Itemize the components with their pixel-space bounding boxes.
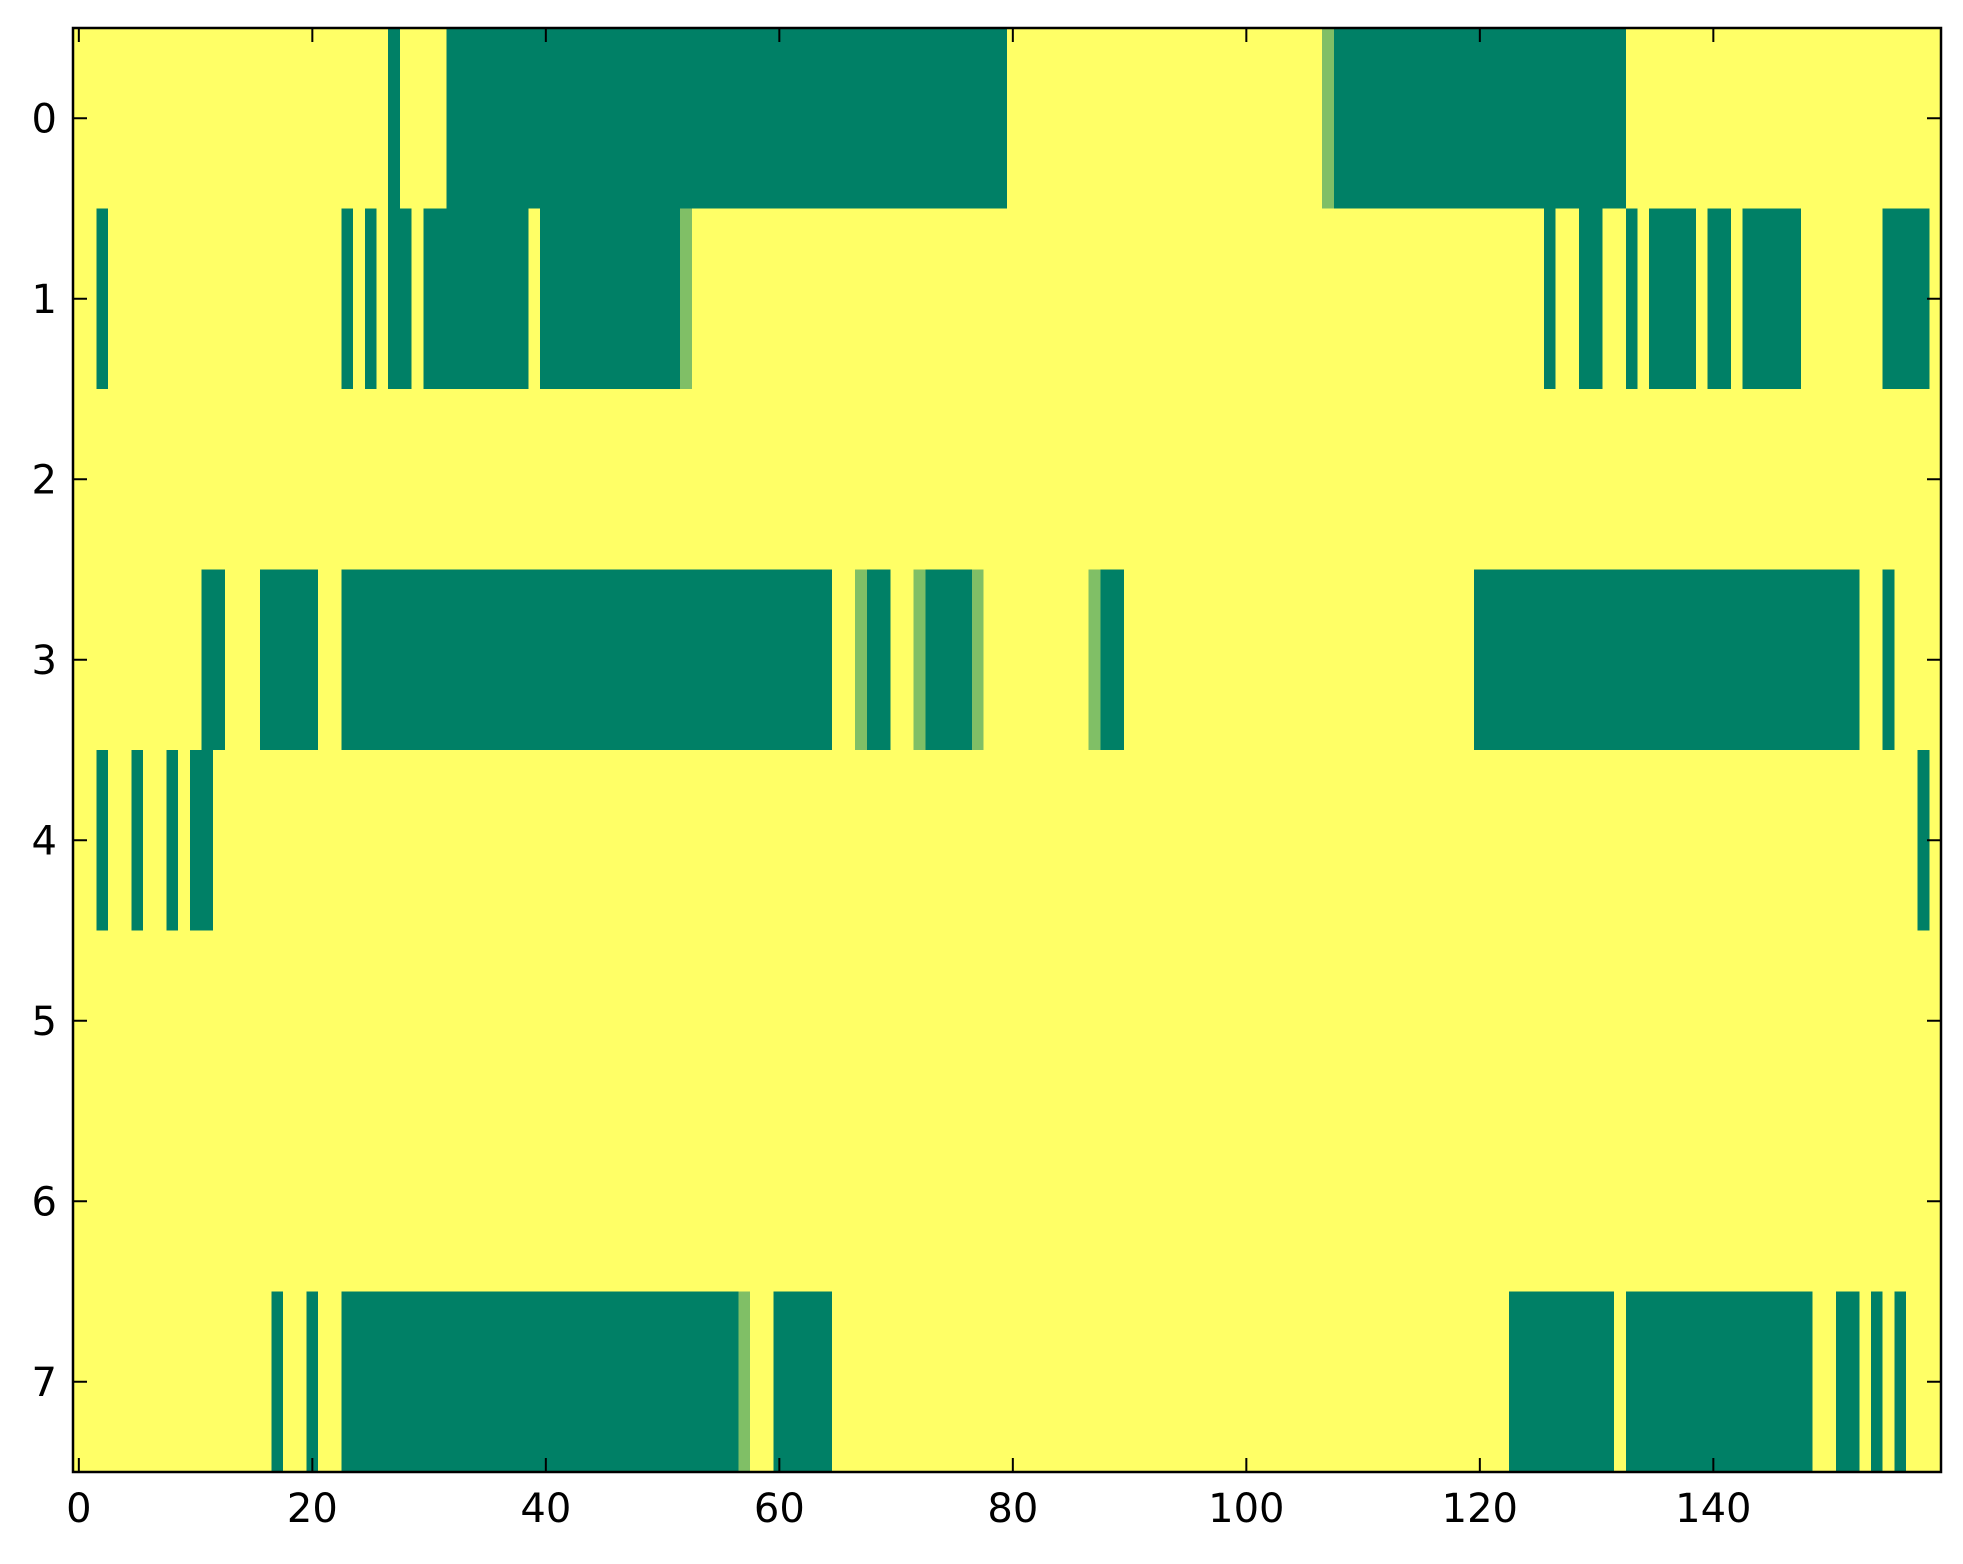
x-tick-label: 40 [520, 1486, 571, 1532]
heatmap-cell [680, 208, 692, 389]
heatmap-cell [271, 1291, 284, 1472]
y-tick-label: 5 [32, 999, 57, 1045]
heatmap-cell [364, 208, 377, 389]
x-axis-tick-labels: 0 20 40 60 80 100 120 140 [66, 1486, 1751, 1532]
heatmap-cell [913, 569, 926, 750]
heatmap-cell [341, 569, 832, 750]
y-tick-label: 6 [32, 1179, 57, 1225]
plot-area [73, 28, 1941, 1472]
heatmap-cell [1917, 750, 1930, 931]
heatmap-cell [1333, 28, 1626, 209]
heatmap-cell [1707, 208, 1731, 389]
x-tick-label: 140 [1675, 1486, 1751, 1532]
heatmap-cell [925, 569, 972, 750]
heatmap-cells [96, 28, 1930, 1472]
heatmap-cell [201, 569, 225, 750]
heatmap-cell [341, 208, 354, 389]
y-tick-label: 2 [32, 457, 57, 503]
y-tick-label: 7 [32, 1360, 57, 1406]
heatmap-cell [1579, 208, 1603, 389]
heatmap-cell [738, 1291, 751, 1472]
y-tick-label: 3 [32, 638, 57, 684]
heatmap-cell [1882, 569, 1895, 750]
heatmap-cell [866, 569, 891, 750]
heatmap-cell [540, 208, 681, 389]
heatmap-cell [1474, 569, 1860, 750]
heatmap-cell [1625, 1291, 1813, 1472]
heatmap-cell [388, 208, 412, 389]
heatmap-cell [1870, 1291, 1883, 1472]
heatmap-cell [341, 1291, 739, 1472]
heatmap-cell [423, 208, 529, 389]
heatmap-cell [1835, 1291, 1860, 1472]
heatmap-cell [1509, 1291, 1615, 1472]
heatmap-cell [1649, 208, 1696, 389]
x-tick-label: 0 [66, 1486, 91, 1532]
heatmap-cell [1544, 208, 1556, 389]
heatmap-cell [1100, 569, 1124, 750]
heatmap-cell [131, 750, 144, 931]
y-tick-label: 4 [32, 818, 57, 864]
y-axis-tick-labels: 0 1 2 3 4 5 6 7 [32, 96, 57, 1406]
y-tick-label: 1 [32, 277, 57, 323]
axis-ticks [73, 28, 1941, 1472]
plot-frame [71, 26, 1943, 1474]
heatmap-cell [166, 750, 179, 931]
heatmap-cell [1882, 208, 1930, 389]
heatmap-cell [1742, 208, 1801, 389]
y-tick-label: 0 [32, 96, 57, 142]
x-tick-label: 100 [1208, 1486, 1284, 1532]
x-tick-label: 80 [987, 1486, 1038, 1532]
heatmap-cell [1625, 208, 1638, 389]
heatmap-cell [971, 569, 984, 750]
heatmap-cell [189, 750, 214, 931]
heatmap-cell [855, 569, 867, 750]
x-tick-label: 60 [754, 1486, 805, 1532]
heatmap-cell [1088, 569, 1101, 750]
heatmap-cell [446, 28, 1008, 209]
heatmap-cell [388, 28, 400, 209]
heatmap-cell [1894, 1291, 1906, 1472]
heatmap-cell [1322, 28, 1334, 209]
heatmap-cell [96, 750, 109, 931]
x-tick-label: 120 [1442, 1486, 1518, 1532]
heatmap-cell [773, 1291, 832, 1472]
heatmap-cell [259, 569, 319, 750]
heatmap-cell [306, 1291, 319, 1472]
x-tick-label: 20 [287, 1486, 338, 1532]
heatmap-cell [96, 208, 109, 389]
